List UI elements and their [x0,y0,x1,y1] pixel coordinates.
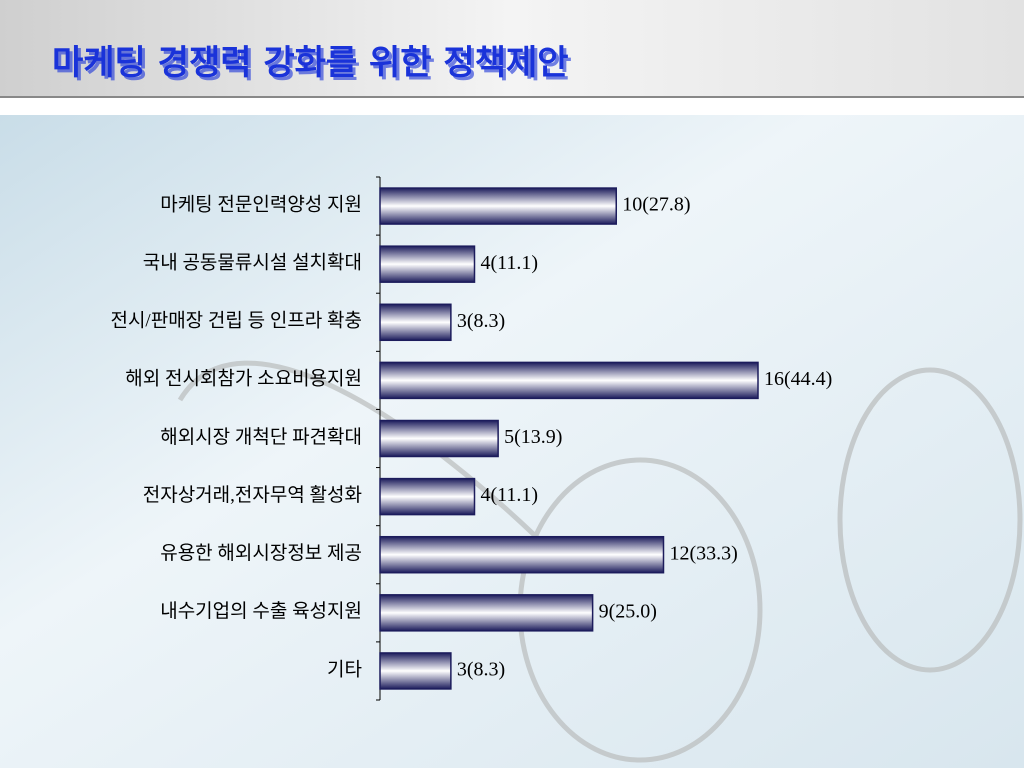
bar [379,594,594,632]
bar [379,535,665,574]
category-label: 전시/판매장 건립 등 인프라 확충 [110,310,362,332]
value-label: 4(11.1) [481,252,539,274]
category-label: 유용한 해외시장정보 제공 [160,542,362,564]
bar [379,477,476,516]
chart-title: 마케팅 경쟁력 강화를 위한 정책제안 [52,43,569,83]
bar [379,361,759,400]
value-label: 12(33.3) [670,542,738,564]
bar [379,245,476,283]
category-label: 기타 [327,658,362,680]
value-label: 9(25.0) [599,600,657,622]
bar [379,419,499,458]
category-label: 마케팅 전문인력양성 지원 [160,193,362,215]
header-band [0,0,1024,96]
bar [379,652,452,690]
value-label: 5(13.9) [504,426,562,448]
glasses-decor [177,360,1023,763]
category-label: 해외시장 개척단 파견확대 [160,426,362,448]
value-label: 3(8.3) [457,659,505,681]
bar [379,187,617,225]
category-label: 해외 전시회참가 소요비용지원 [125,368,362,390]
category-label: 전자상거래,전자무역 활성화 [143,484,362,506]
bar [379,303,452,342]
category-label: 국내 공동물류시설 설치확대 [143,252,362,274]
chart-title-shadow: 마케팅 경쟁력 강화를 위한 정책제안 [55,46,572,86]
plot: 마케팅 전문인력양성 지원 10(27.8) 국내 공동물류시설 설치확대 4(11.… [110,176,832,701]
value-label: 4(11.1) [481,484,539,506]
category-label: 내수기업의 수출 육성지원 [160,600,362,622]
value-label: 3(8.3) [457,310,505,332]
value-label: 16(44.4) [764,368,832,390]
value-label: 10(27.8) [622,194,690,216]
